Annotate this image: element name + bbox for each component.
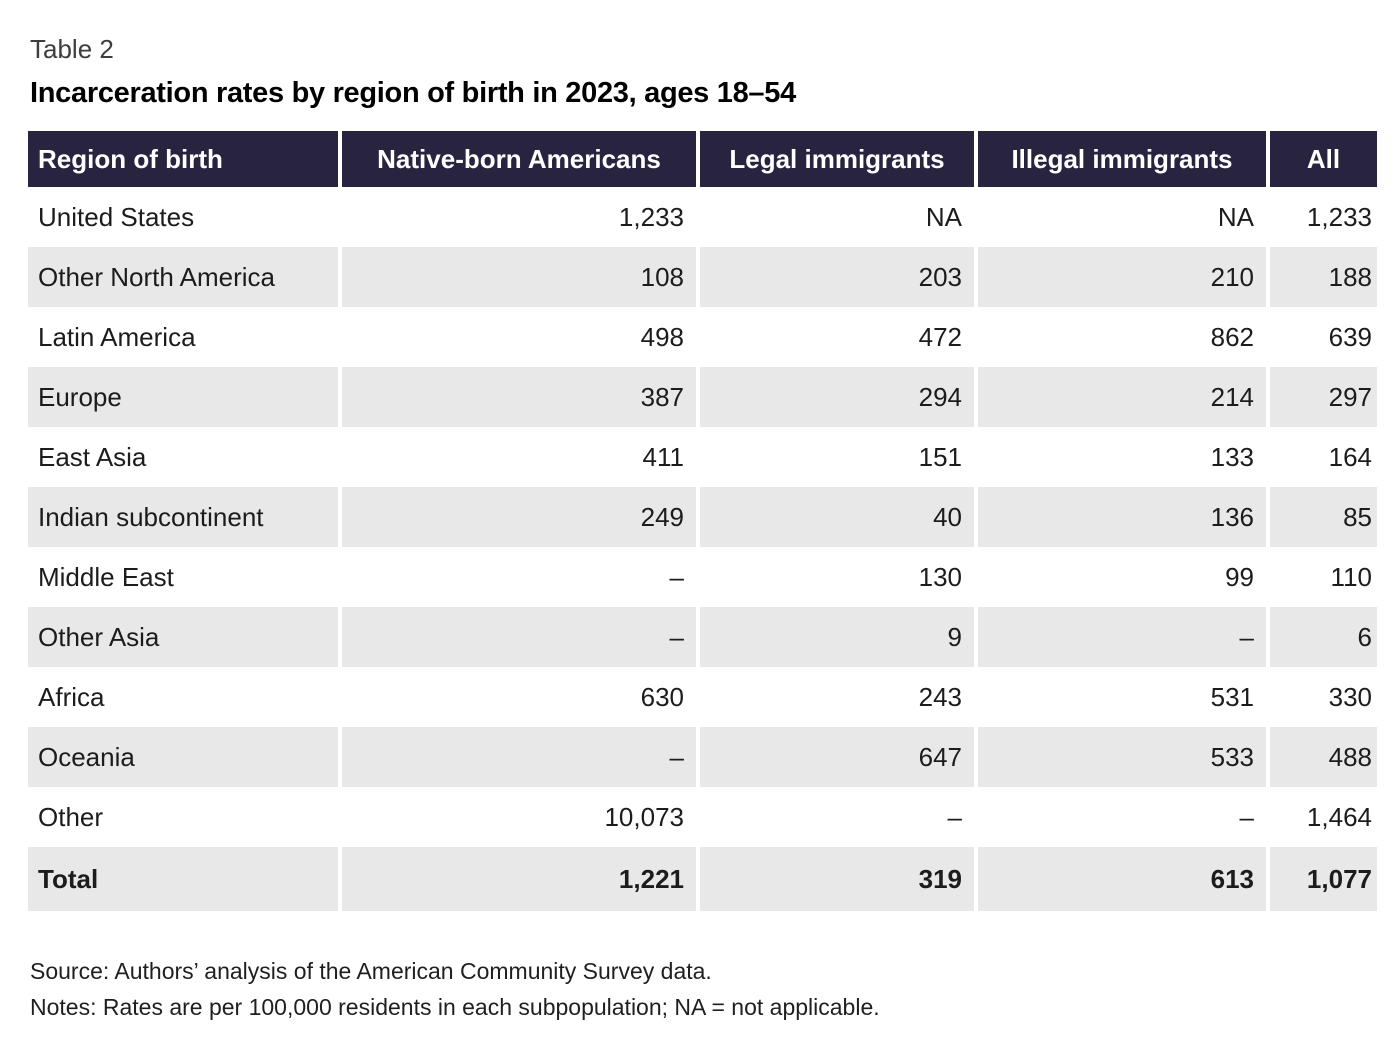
value-cell: 243	[918, 681, 962, 712]
value-cell: 411	[642, 441, 684, 472]
value-cell: 1,077	[1270, 847, 1377, 911]
table-row: Other North America 108 203 210 188	[28, 247, 1377, 307]
value-cell: 862	[1210, 321, 1254, 352]
table-body: United States 1,233 NA NA 1,233 Other North A…	[28, 187, 1377, 911]
table-row: United States 1,233 NA NA 1,233	[28, 187, 1377, 247]
column-header-region-of-birth: Region of birth	[28, 131, 338, 187]
value-cell: 133	[1210, 441, 1254, 472]
value-cell: 630	[640, 681, 684, 712]
value-cell: 498	[640, 321, 684, 352]
table-row: Europe 387 294 214 297	[28, 367, 1377, 427]
value-cell: 108	[342, 247, 696, 307]
value-cell: 151	[918, 441, 962, 472]
table-row: Latin America 498 472 862 639	[28, 307, 1377, 367]
column-header-all: All	[1270, 131, 1377, 187]
value-cell: 203	[700, 247, 974, 307]
region-cell: Indian subcontinent	[28, 487, 338, 547]
data-table: Region of birth Native-born Americans Le…	[28, 131, 1377, 911]
value-cell: 1,221	[342, 847, 696, 911]
table-row: Middle East – 130 99 110	[28, 547, 1377, 607]
table-row: Other 10,073 – – 1,464	[28, 787, 1377, 847]
value-cell: 639	[1328, 321, 1372, 352]
region-cell: United States	[38, 201, 195, 232]
value-cell: 110	[1330, 561, 1372, 592]
value-cell: 99	[1225, 561, 1254, 592]
source-note: Source: Authors’ analysis of the America…	[30, 958, 712, 984]
region-cell: Other North America	[28, 247, 338, 307]
value-cell: 130	[918, 561, 962, 592]
region-cell: East Asia	[38, 441, 147, 472]
value-cell: 136	[978, 487, 1266, 547]
table-number-label: Table 2	[30, 34, 114, 64]
value-cell: 472	[918, 321, 962, 352]
value-cell: 9	[700, 607, 974, 667]
value-cell: 488	[1270, 727, 1377, 787]
value-cell: –	[947, 801, 962, 832]
region-cell: Latin America	[38, 321, 196, 352]
value-cell: 294	[700, 367, 974, 427]
value-cell: 40	[700, 487, 974, 547]
value-cell: NA	[1217, 201, 1254, 232]
value-cell: –	[669, 561, 684, 592]
value-cell: 613	[978, 847, 1266, 911]
value-cell: 85	[1270, 487, 1377, 547]
table-row: Other Asia –9–6	[28, 607, 1377, 667]
notes-line: Notes: Rates are per 100,000 residents i…	[30, 994, 880, 1020]
value-cell: 10,073	[604, 801, 684, 832]
region-cell: Oceania	[28, 727, 338, 787]
table-row: Oceania –647 533 488	[28, 727, 1377, 787]
region-cell: Middle East	[38, 561, 174, 592]
value-cell: 1,464	[1306, 801, 1372, 832]
value-cell: 297	[1270, 367, 1377, 427]
value-cell: –	[1239, 801, 1254, 832]
value-cell: 164	[1328, 441, 1372, 472]
value-cell: 214	[978, 367, 1266, 427]
table-title: Incarceration rates by region of birth i…	[30, 77, 796, 109]
value-cell: 647	[700, 727, 974, 787]
value-cell: 387	[342, 367, 696, 427]
table-row: East Asia 411 151 133 164	[28, 427, 1377, 487]
value-cell: 330	[1328, 681, 1372, 712]
table-footer: Source: Authors’ analysis of the America…	[28, 953, 1375, 1025]
region-cell: Other	[38, 801, 104, 832]
region-cell: Total	[28, 847, 338, 911]
value-cell: 319	[700, 847, 974, 911]
value-cell: 1,233	[1306, 201, 1372, 232]
region-cell: Europe	[28, 367, 338, 427]
value-cell: –	[978, 607, 1266, 667]
value-cell: 1,233	[618, 201, 684, 232]
value-cell: 249	[342, 487, 696, 547]
value-cell: –	[342, 727, 696, 787]
column-header-illegal-immigrants: Illegal immigrants	[978, 131, 1266, 187]
value-cell: –	[342, 607, 696, 667]
region-cell: Africa	[38, 681, 105, 712]
column-header-legal-immigrants: Legal immigrants	[700, 131, 974, 187]
value-cell: 210	[978, 247, 1266, 307]
value-cell: NA	[925, 201, 962, 232]
value-cell: 6	[1270, 607, 1377, 667]
column-header-native-born: Native-born Americans	[342, 131, 696, 187]
table-row: Indian subcontinent 249 40 136 85	[28, 487, 1377, 547]
value-cell: 531	[1210, 681, 1254, 712]
table-total-row: Total 1,221 319 613 1,077	[28, 847, 1377, 911]
table-header-row: Region of birth Native-born Americans Le…	[28, 131, 1377, 187]
table-row: Africa 630 243 531 330	[28, 667, 1377, 727]
value-cell: 533	[978, 727, 1266, 787]
value-cell: 188	[1270, 247, 1377, 307]
region-cell: Other Asia	[28, 607, 338, 667]
